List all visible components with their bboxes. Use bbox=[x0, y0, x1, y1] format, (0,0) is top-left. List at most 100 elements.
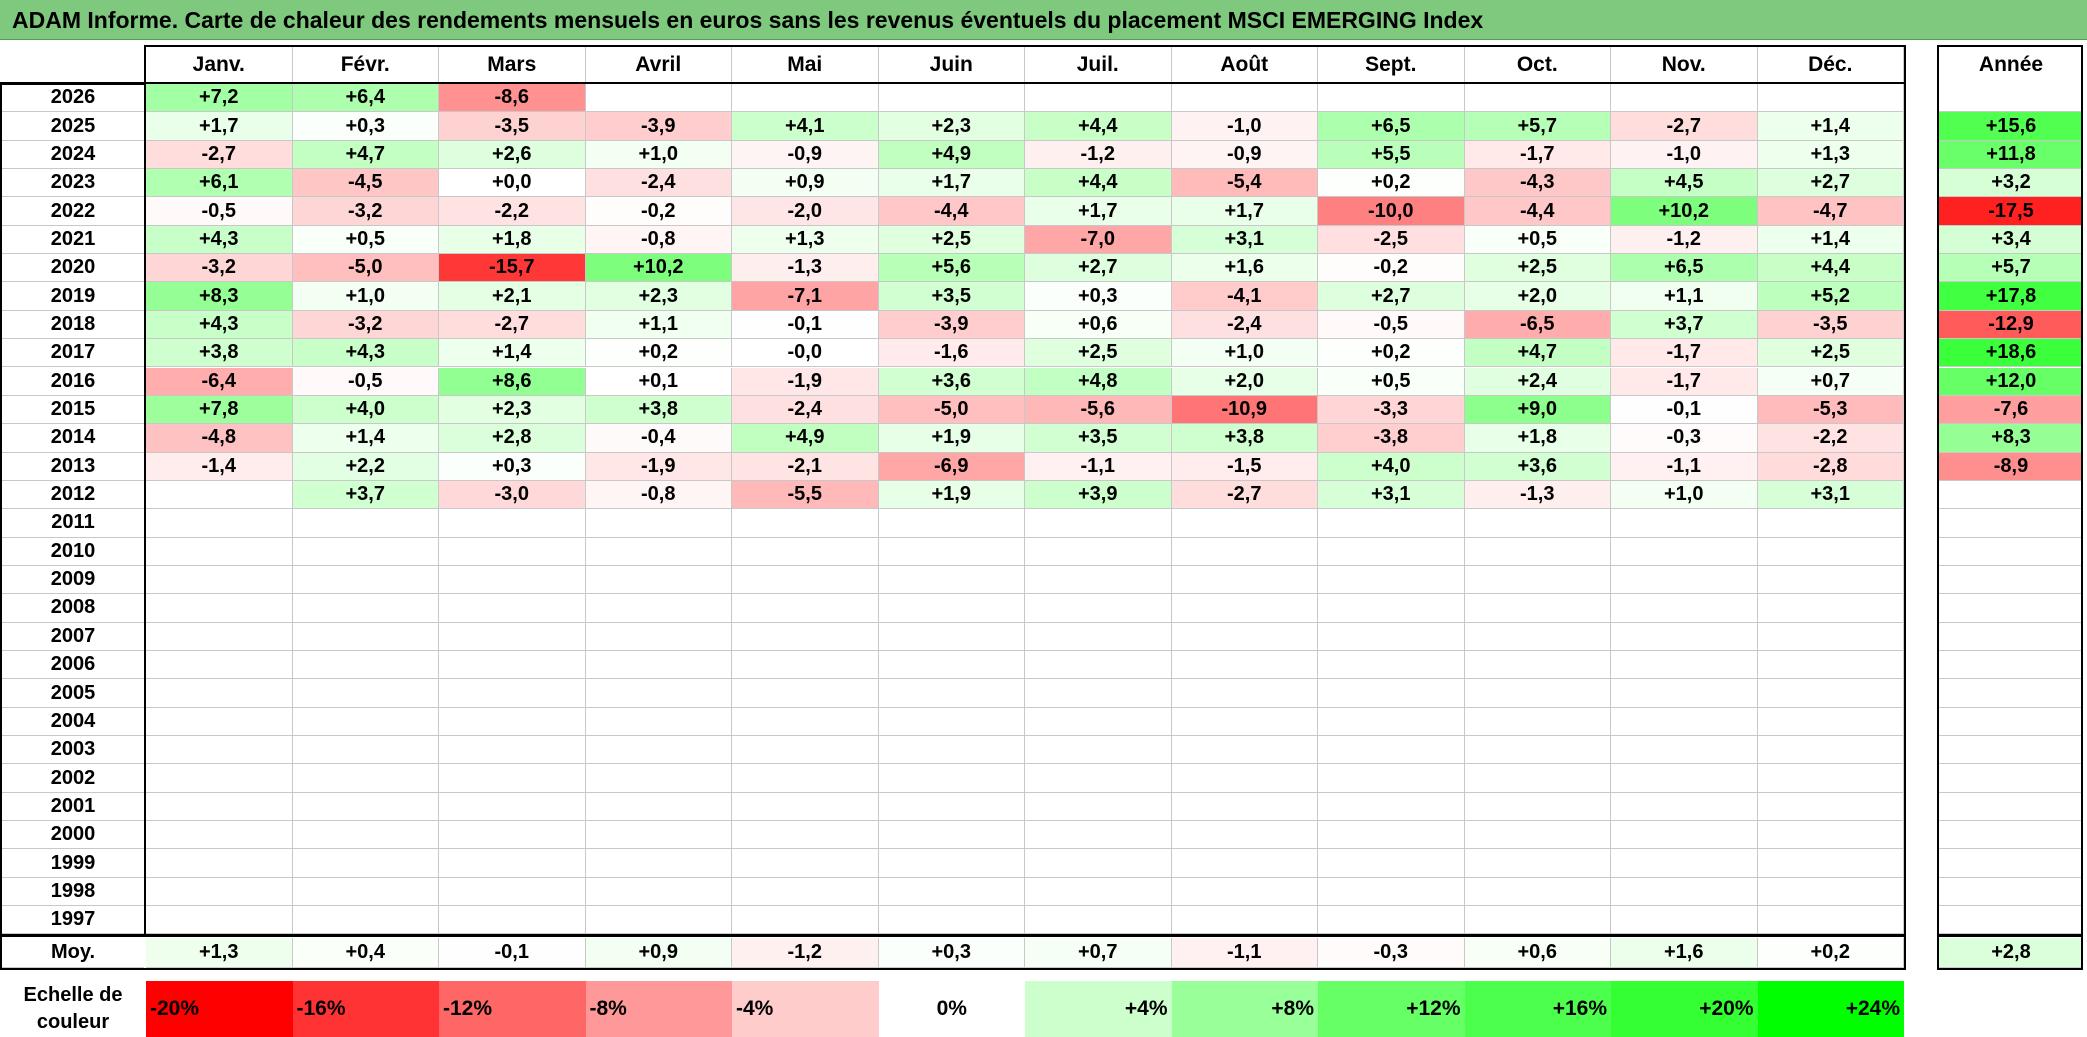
heatmap-cell bbox=[878, 821, 1025, 850]
heatmap-cell bbox=[1757, 849, 1904, 878]
year-label: 2001 bbox=[2, 793, 144, 822]
heatmap-cell bbox=[146, 764, 293, 793]
heatmap-cell bbox=[439, 537, 586, 566]
header-separator bbox=[0, 82, 1904, 84]
heatmap-cell bbox=[585, 821, 732, 850]
average-cell: -1,2 bbox=[732, 938, 879, 968]
month-header: Févr. bbox=[293, 46, 439, 83]
heatmap-cell bbox=[1611, 906, 1758, 935]
heatmap-cell: +4,4 bbox=[1025, 169, 1172, 198]
color-scale-label-line1: Echelle de bbox=[23, 984, 123, 1006]
heatmap-cell: +10,2 bbox=[1611, 197, 1758, 226]
average-cell: -1,1 bbox=[1171, 938, 1318, 968]
heatmap-cell bbox=[1171, 792, 1318, 822]
heatmap-cell bbox=[1025, 565, 1172, 595]
annual-cell bbox=[1939, 821, 2083, 850]
heatmap-cell: -1,4 bbox=[146, 452, 293, 481]
heatmap-cell: +4,9 bbox=[732, 424, 879, 453]
color-scale-label-line2: couleur bbox=[36, 1011, 110, 1033]
month-header: Juin bbox=[879, 46, 1025, 83]
average-cell: +0,7 bbox=[1025, 938, 1172, 968]
heatmap-cell: -2,7 bbox=[439, 310, 586, 340]
annual-cell bbox=[1939, 679, 2083, 708]
heatmap-cell: +2,4 bbox=[1464, 367, 1611, 396]
heatmap-cell bbox=[292, 565, 439, 595]
heatmap-cell bbox=[732, 679, 879, 708]
heatmap-cell bbox=[1757, 877, 1904, 907]
heatmap-cell: +1,0 bbox=[292, 282, 439, 311]
year-label: 2002 bbox=[2, 764, 144, 793]
heatmap-cell: -0,1 bbox=[732, 310, 879, 340]
average-cell: +0,3 bbox=[878, 938, 1025, 968]
heatmap-cell: +0,1 bbox=[585, 367, 732, 396]
heatmap-cell: -1,2 bbox=[1611, 225, 1758, 255]
heatmap-cell bbox=[146, 736, 293, 765]
month-header: Mars bbox=[439, 46, 586, 83]
annual-cell bbox=[1939, 849, 2083, 878]
heatmap-cell bbox=[1611, 679, 1758, 708]
heatmap-cell bbox=[1464, 877, 1611, 907]
heatmap-cell bbox=[1464, 84, 1611, 113]
heatmap-cell: +7,2 bbox=[146, 84, 293, 113]
heatmap-cell: +2,7 bbox=[1318, 282, 1465, 311]
heatmap-cell bbox=[585, 537, 732, 566]
heatmap-cell: +1,9 bbox=[878, 480, 1025, 510]
heatmap-cell: -10,9 bbox=[1171, 395, 1318, 425]
heatmap-cell bbox=[585, 509, 732, 538]
heatmap-cell bbox=[585, 565, 732, 595]
heatmap-cell: -0,0 bbox=[732, 339, 879, 368]
average-cell: -0,1 bbox=[439, 938, 586, 968]
heatmap-cell: +4,3 bbox=[146, 225, 293, 255]
heatmap-cell: -4,4 bbox=[1464, 197, 1611, 226]
heatmap-cell: +3,1 bbox=[1318, 480, 1465, 510]
heatmap-cell: -1,3 bbox=[732, 254, 879, 283]
month-header: Juil. bbox=[1025, 46, 1172, 83]
heatmap-cell: +0,3 bbox=[292, 112, 439, 141]
heatmap-cell bbox=[1025, 622, 1172, 651]
year-label: 2012 bbox=[2, 481, 144, 510]
heatmap-cell: -2,0 bbox=[732, 197, 879, 226]
annual-cell: +8,3 bbox=[1939, 424, 2083, 453]
heatmap-cell bbox=[1757, 651, 1904, 680]
heatmap-cell: -6,4 bbox=[146, 367, 293, 396]
heatmap-cell bbox=[292, 906, 439, 935]
year-label: 2013 bbox=[2, 453, 144, 481]
heatmap-cell bbox=[1464, 792, 1611, 822]
month-header: Déc. bbox=[1758, 46, 1904, 83]
heatmap-cell: -4,7 bbox=[1757, 197, 1904, 226]
heatmap-cell bbox=[1464, 906, 1611, 935]
heatmap-cell bbox=[878, 651, 1025, 680]
heatmap-cell: +4,1 bbox=[732, 112, 879, 141]
annual-cell: -17,5 bbox=[1939, 197, 2083, 226]
annual-cell bbox=[1939, 509, 2083, 538]
heatmap-cell: +3,7 bbox=[1611, 310, 1758, 340]
heatmap-cell bbox=[1318, 792, 1465, 822]
heatmap-cell bbox=[1318, 821, 1465, 850]
heatmap-cell: +0,2 bbox=[1318, 339, 1465, 368]
color-scale-swatch: +12% bbox=[1318, 981, 1465, 1037]
heatmap-cell: +3,6 bbox=[1464, 452, 1611, 481]
heatmap-cell bbox=[585, 764, 732, 793]
heatmap-cell: +3,1 bbox=[1757, 480, 1904, 510]
heatmap-cell bbox=[1611, 565, 1758, 595]
annual-cell: +11,8 bbox=[1939, 140, 2083, 170]
heatmap-cell bbox=[1025, 764, 1172, 793]
average-row-frame bbox=[0, 934, 1906, 970]
heatmap-cell: +1,4 bbox=[1757, 112, 1904, 141]
heatmap-cell bbox=[292, 509, 439, 538]
heatmap-cell bbox=[1757, 594, 1904, 623]
heatmap-cell bbox=[1757, 764, 1904, 793]
heatmap-cell bbox=[878, 594, 1025, 623]
heatmap-cell: +3,8 bbox=[1171, 424, 1318, 453]
heatmap-cell bbox=[146, 565, 293, 595]
heatmap-cell bbox=[1611, 764, 1758, 793]
heatmap-cell bbox=[1611, 509, 1758, 538]
heatmap-cell bbox=[585, 651, 732, 680]
heatmap-cell bbox=[1025, 821, 1172, 850]
heatmap-cell bbox=[292, 849, 439, 878]
heatmap-cell: -0,2 bbox=[585, 197, 732, 226]
heatmap-cell: -3,0 bbox=[439, 480, 586, 510]
month-grid-frame bbox=[144, 45, 1906, 937]
heatmap-cell: +4,3 bbox=[146, 310, 293, 340]
heatmap-cell bbox=[1464, 594, 1611, 623]
